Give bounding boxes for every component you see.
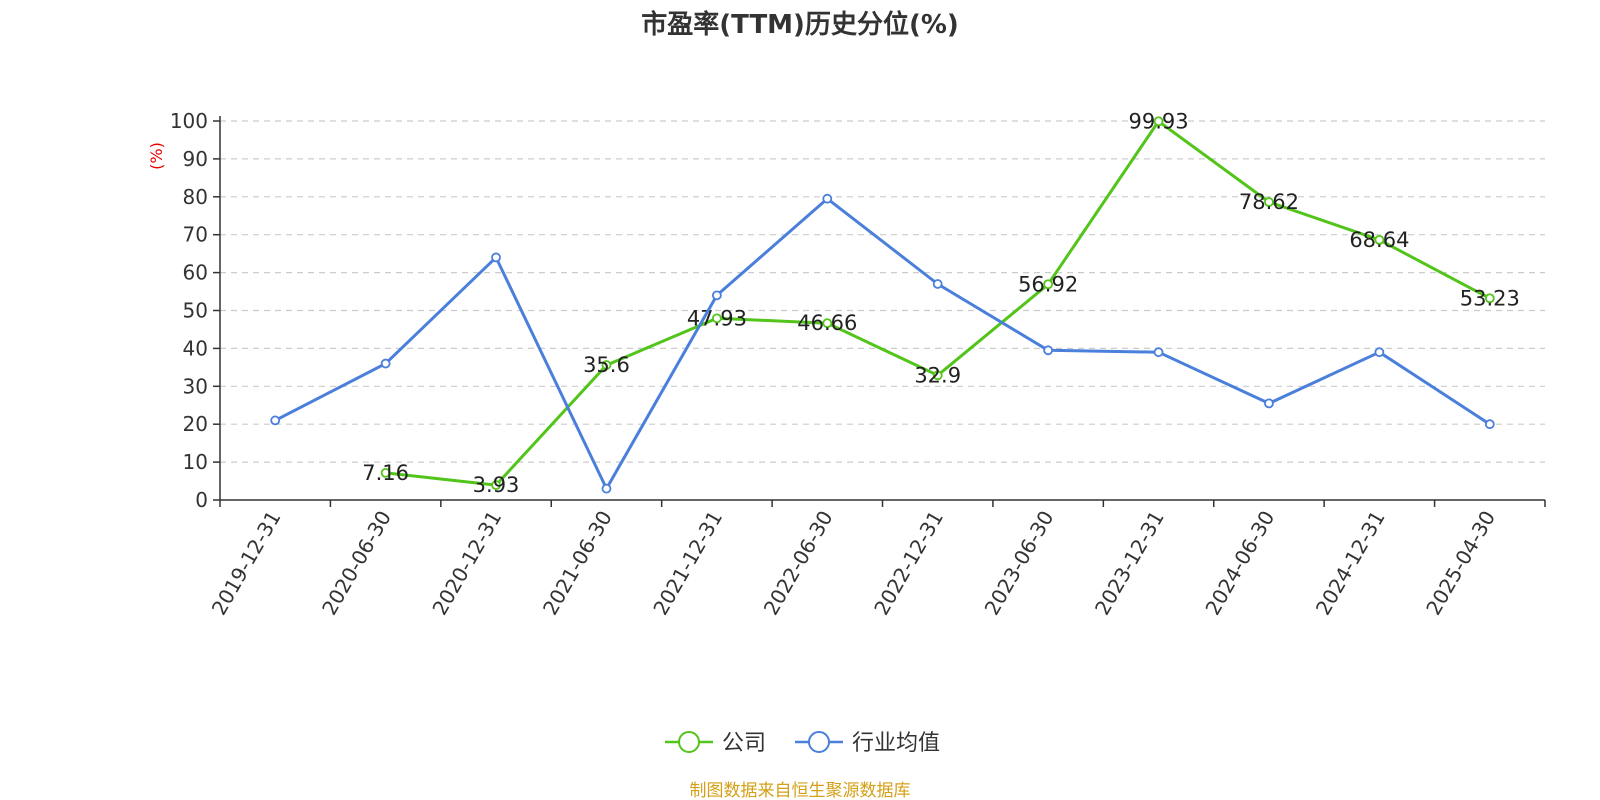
data-point xyxy=(1264,398,1274,409)
data-label: 35.6 xyxy=(583,353,630,377)
y-tick-label: 30 xyxy=(183,374,208,398)
data-label: 7.16 xyxy=(362,461,409,485)
x-tick-label: 2023-12-31 xyxy=(1090,507,1169,620)
data-label: 99.93 xyxy=(1128,109,1188,133)
data-point xyxy=(932,279,943,289)
data-label: 3.93 xyxy=(473,473,520,497)
data-label: 53.23 xyxy=(1460,286,1520,310)
chart-title: 市盈率(TTM)历史分位(%) xyxy=(641,10,959,40)
data-point xyxy=(822,318,833,329)
data-point xyxy=(932,370,943,381)
source-note: 制图数据来自恒生聚源数据库 xyxy=(689,781,911,800)
legend-marker xyxy=(678,731,700,753)
y-tick-label: 40 xyxy=(183,336,208,360)
data-point xyxy=(491,252,501,263)
data-point xyxy=(380,358,391,369)
data-point xyxy=(711,313,722,324)
data-point xyxy=(1374,347,1385,358)
data-point xyxy=(711,290,722,301)
data-point xyxy=(1484,419,1495,430)
y-tick-label: 90 xyxy=(183,147,208,171)
data-label: 78.62 xyxy=(1239,190,1299,214)
legend-marker xyxy=(808,731,830,753)
data-point xyxy=(601,483,612,494)
x-tick-label: 2022-12-31 xyxy=(869,507,948,620)
data-point xyxy=(270,415,281,426)
x-tick-label: 2024-12-31 xyxy=(1311,507,1390,620)
x-tick-label: 2021-06-30 xyxy=(538,507,617,620)
x-tick-label: 2020-12-31 xyxy=(427,507,506,620)
data-point xyxy=(1484,293,1495,304)
data-label: 56.92 xyxy=(1018,272,1078,296)
data-label: 68.64 xyxy=(1349,228,1409,252)
data-point xyxy=(491,480,501,491)
x-tick-label: 2022-06-30 xyxy=(759,507,838,620)
data-point xyxy=(601,360,612,370)
x-tick-label: 2021-12-31 xyxy=(648,507,727,620)
y-tick-label: 60 xyxy=(183,261,208,285)
data-label: 46.66 xyxy=(797,311,857,335)
x-tick-label: 2024-06-30 xyxy=(1200,507,1279,620)
x-tick-label: 2020-06-30 xyxy=(317,507,396,620)
data-label: 32.9 xyxy=(914,363,961,387)
data-point xyxy=(1374,234,1385,245)
y-tick-label: 0 xyxy=(195,488,208,512)
data-point xyxy=(1153,116,1164,127)
y-tick-label: 80 xyxy=(183,185,208,209)
y-axis-unit-label: (%) xyxy=(147,142,166,170)
data-point xyxy=(1043,345,1054,356)
data-point xyxy=(380,467,391,478)
x-tick-label: 2023-06-30 xyxy=(980,507,1059,620)
series-line-company xyxy=(385,119,1491,487)
data-label: 47.93 xyxy=(687,306,747,330)
y-tick-label: 50 xyxy=(183,299,208,323)
data-point xyxy=(1153,347,1164,358)
legend-label-industry: 行业均值 xyxy=(852,731,940,756)
y-tick-label: 20 xyxy=(183,412,208,436)
y-tick-label: 100 xyxy=(170,109,208,133)
series-line-industry xyxy=(274,197,1491,491)
data-point xyxy=(822,193,833,204)
y-tick-label: 10 xyxy=(183,450,208,474)
x-tick-label: 2025-04-30 xyxy=(1421,507,1500,620)
y-tick-label: 70 xyxy=(183,223,208,247)
x-tick-label: 2019-12-31 xyxy=(207,507,286,620)
data-point xyxy=(1043,279,1054,290)
data-point xyxy=(1264,197,1274,207)
legend-label-company: 公司 xyxy=(722,731,766,756)
